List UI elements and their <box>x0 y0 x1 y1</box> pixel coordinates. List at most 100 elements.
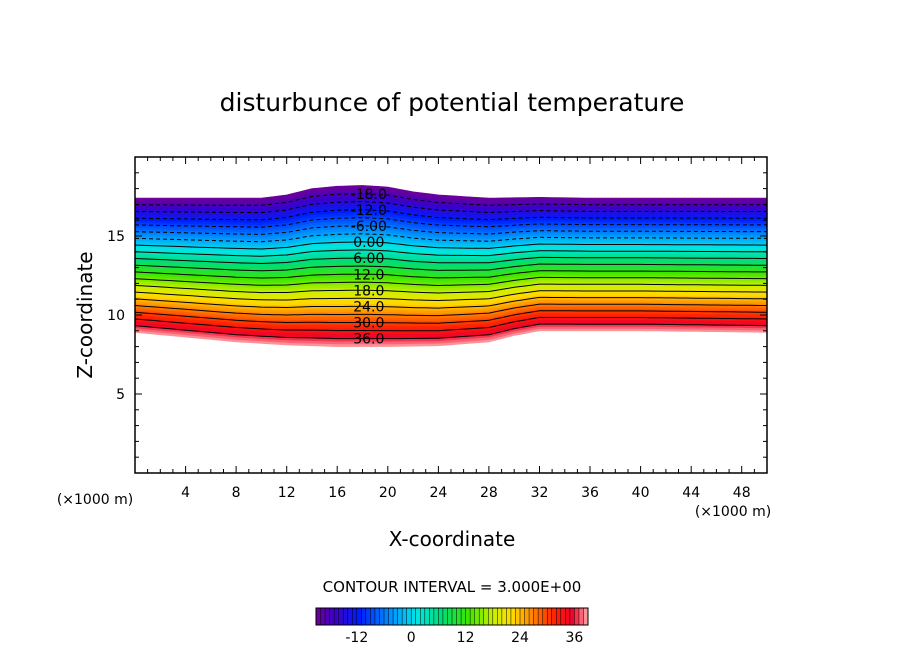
x-tick-label: 20 <box>379 485 397 501</box>
colorbar-cell <box>316 608 321 625</box>
contour-line <box>135 283 767 294</box>
colorbar-cell <box>569 608 575 625</box>
colorbar-cell <box>361 608 367 625</box>
colorbar-cell <box>529 608 534 625</box>
colorbar-tick-label: -12 <box>345 630 368 646</box>
colorbar-cell <box>538 608 544 625</box>
colorbar-cell <box>343 608 349 625</box>
colorbar-cell <box>465 608 471 625</box>
z-tick-label: 10 <box>107 308 125 324</box>
colorbar-cell <box>424 608 430 625</box>
contour-line <box>135 233 767 243</box>
colorbar-cell <box>515 608 521 625</box>
colorbar-cell <box>461 608 466 625</box>
contour-label: 24.0 <box>353 299 384 315</box>
x-tick-label: 12 <box>278 485 296 501</box>
x-tick-label: 16 <box>328 485 346 501</box>
colorbar-cell <box>334 608 340 625</box>
x-tick-label: 36 <box>581 485 599 501</box>
z-axis-ticks: 5 10 15 <box>107 172 767 458</box>
contour-line <box>135 192 767 206</box>
colorbar-cell <box>520 608 525 625</box>
colorbar-tick-label: 24 <box>511 630 529 646</box>
contour-line <box>135 217 767 228</box>
contour-label: 12.0 <box>353 267 384 283</box>
colorbar-cell <box>329 608 335 625</box>
contour-line <box>135 310 767 324</box>
contour-label: 36.0 <box>353 332 384 348</box>
colorbar-cell <box>533 608 539 625</box>
contour-line <box>135 225 767 235</box>
contour-labels: -18.0-12.0-6.000.006.0012.018.024.030.03… <box>351 187 387 348</box>
colorbar-cell <box>524 608 530 625</box>
colorbar-cell <box>388 608 394 625</box>
colorbar-tick-label: 36 <box>565 630 583 646</box>
x-axis-label: X-coordinate <box>389 527 516 551</box>
colorbar-frame <box>315 607 589 626</box>
x-tick-label: 28 <box>480 485 498 501</box>
colorbar-cell <box>374 608 380 625</box>
colorbar-cell <box>429 608 435 625</box>
x-tick-label: 24 <box>429 485 447 501</box>
colorbar-cell <box>488 608 494 625</box>
contour-line <box>135 256 767 265</box>
y-axis-label: Z-coordinate <box>73 251 97 378</box>
contour-label: 6.00 <box>353 251 384 267</box>
colorbar-cell <box>338 608 344 625</box>
colorbar-cell <box>433 608 439 625</box>
contour-line <box>135 323 767 340</box>
colorbar-cell <box>578 608 584 625</box>
colorbar-cell <box>551 608 557 625</box>
colorbar-cell <box>370 608 376 625</box>
contour-lines <box>135 192 767 340</box>
x-tick-label: 8 <box>232 485 241 501</box>
contour-line <box>135 249 767 257</box>
x-tick-label: 40 <box>632 485 650 501</box>
chart-title: disturbunce of potential temperature <box>220 88 685 117</box>
colorbar-cell <box>402 608 408 625</box>
colorbar-cell <box>456 608 462 625</box>
contour-label: -18.0 <box>351 187 387 203</box>
z-tick-label: 5 <box>116 387 125 403</box>
contour-label: -6.00 <box>351 219 387 235</box>
colorbar-cell <box>393 608 398 625</box>
colorbar-cell <box>501 608 507 625</box>
contour-line <box>135 290 767 302</box>
colorbar-cell <box>547 608 553 625</box>
contour-line <box>135 296 767 309</box>
colorbar-cell <box>483 608 489 625</box>
contour-label: 30.0 <box>353 316 384 332</box>
colorbar-cell <box>492 608 498 625</box>
colorbar-cell <box>379 608 385 625</box>
colorbar <box>315 607 589 626</box>
contour-label: 0.00 <box>353 235 384 251</box>
colorbar-tick-label: 12 <box>457 630 475 646</box>
colorbar-ticks: -12 0 12 24 36 <box>345 630 583 646</box>
colorbar-cell <box>384 608 389 625</box>
colorbar-cell <box>320 608 326 625</box>
colorbar-cell <box>406 608 412 625</box>
contour-line <box>135 263 767 272</box>
contour-line <box>135 316 767 332</box>
colorbar-cell <box>497 608 503 625</box>
field-band <box>135 185 767 201</box>
colorbar-cell <box>420 608 426 625</box>
colorbar-cell <box>352 608 358 625</box>
colorbar-cell <box>438 608 444 625</box>
contour-label: 18.0 <box>353 283 384 299</box>
contour-interval: CONTOUR INTERVAL = 3.000E+00 <box>323 578 582 596</box>
colorbar-cell <box>347 608 353 625</box>
contour-label: -12.0 <box>351 203 387 219</box>
contour-line <box>135 276 767 287</box>
colorbar-cell <box>506 608 512 625</box>
colorbar-cell <box>325 608 330 625</box>
contour-line <box>135 270 767 279</box>
contour-line <box>135 201 767 214</box>
colorbar-cell <box>474 608 480 625</box>
colorbar-cell <box>442 608 448 625</box>
colorbar-cell <box>470 608 476 625</box>
contour-line <box>135 209 767 221</box>
colorbar-cell <box>411 608 417 625</box>
colorbar-cell <box>574 608 580 625</box>
colorbar-tick-label: 0 <box>407 630 416 646</box>
